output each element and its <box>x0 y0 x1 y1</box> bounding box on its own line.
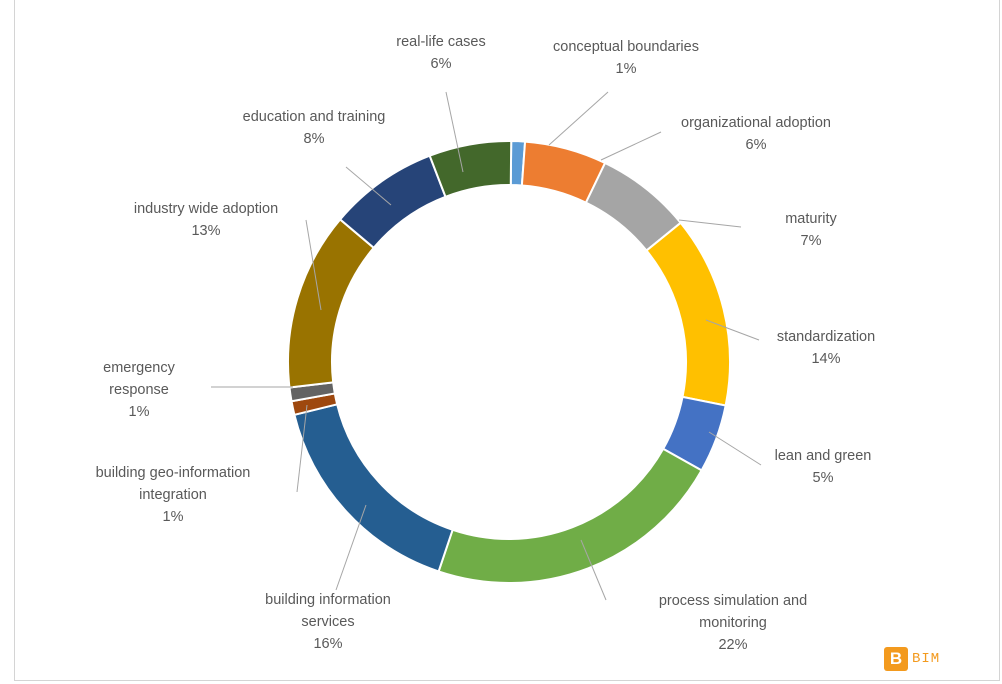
watermark-logo: B <box>884 647 908 671</box>
leader-line-lean-and-green <box>708 431 762 466</box>
watermark: B BIM <box>884 646 940 672</box>
leader-line-organizational-adoption <box>600 131 662 161</box>
watermark-text: BIM <box>912 651 941 667</box>
leader-line-conceptual-boundaries <box>548 91 609 146</box>
data-label-real-life-cases: real-life cases 6% <box>396 34 485 72</box>
leader-line-education-and-training <box>345 166 392 206</box>
slice-industry-wide-adoption <box>287 218 376 389</box>
doughnut-chart: conceptual boundaries 1% organizational ad… <box>96 34 876 653</box>
data-label-lean-and-green: lean and green 5% <box>775 448 872 486</box>
data-label-industry-wide-adoption: industry wide adoption 13% <box>134 201 278 239</box>
leader-line-process-simulation-and-monitoring <box>580 539 607 601</box>
data-label-standardization: standardization 14% <box>777 329 875 367</box>
data-label-education-and-training: education and training 8% <box>243 109 386 147</box>
leader-line-maturity <box>678 219 742 228</box>
data-label-emergency-response: emergency response 1% <box>103 360 175 420</box>
leader-line-building-geo-information-integration <box>296 404 308 493</box>
data-label-organizational-adoption: organizational adoption 6% <box>681 115 831 153</box>
slice-process-simulation-and-monitoring <box>437 447 703 584</box>
data-label-maturity: maturity 7% <box>785 211 837 249</box>
leader-line-building-information-services <box>335 504 367 591</box>
leader-line-real-life-cases <box>445 91 464 173</box>
slice-education-and-training <box>338 154 447 250</box>
data-label-building-geo-information-integration: building geo-information integration 1% <box>96 465 251 525</box>
data-label-building-information-services: building information services 16% <box>265 592 391 652</box>
leader-line-industry-wide-adoption <box>305 219 322 311</box>
leader-line-standardization <box>705 319 760 341</box>
data-label-process-simulation-and-monitoring: process simulation and monitoring 22% <box>659 593 807 653</box>
data-label-conceptual-boundaries: conceptual boundaries 1% <box>553 39 699 77</box>
chart-frame: conceptual boundaries 1% organizational ad… <box>14 0 1000 681</box>
slice-standardization <box>645 221 731 407</box>
slice-real-life-cases <box>428 140 513 199</box>
slice-building-information-services <box>293 403 454 573</box>
